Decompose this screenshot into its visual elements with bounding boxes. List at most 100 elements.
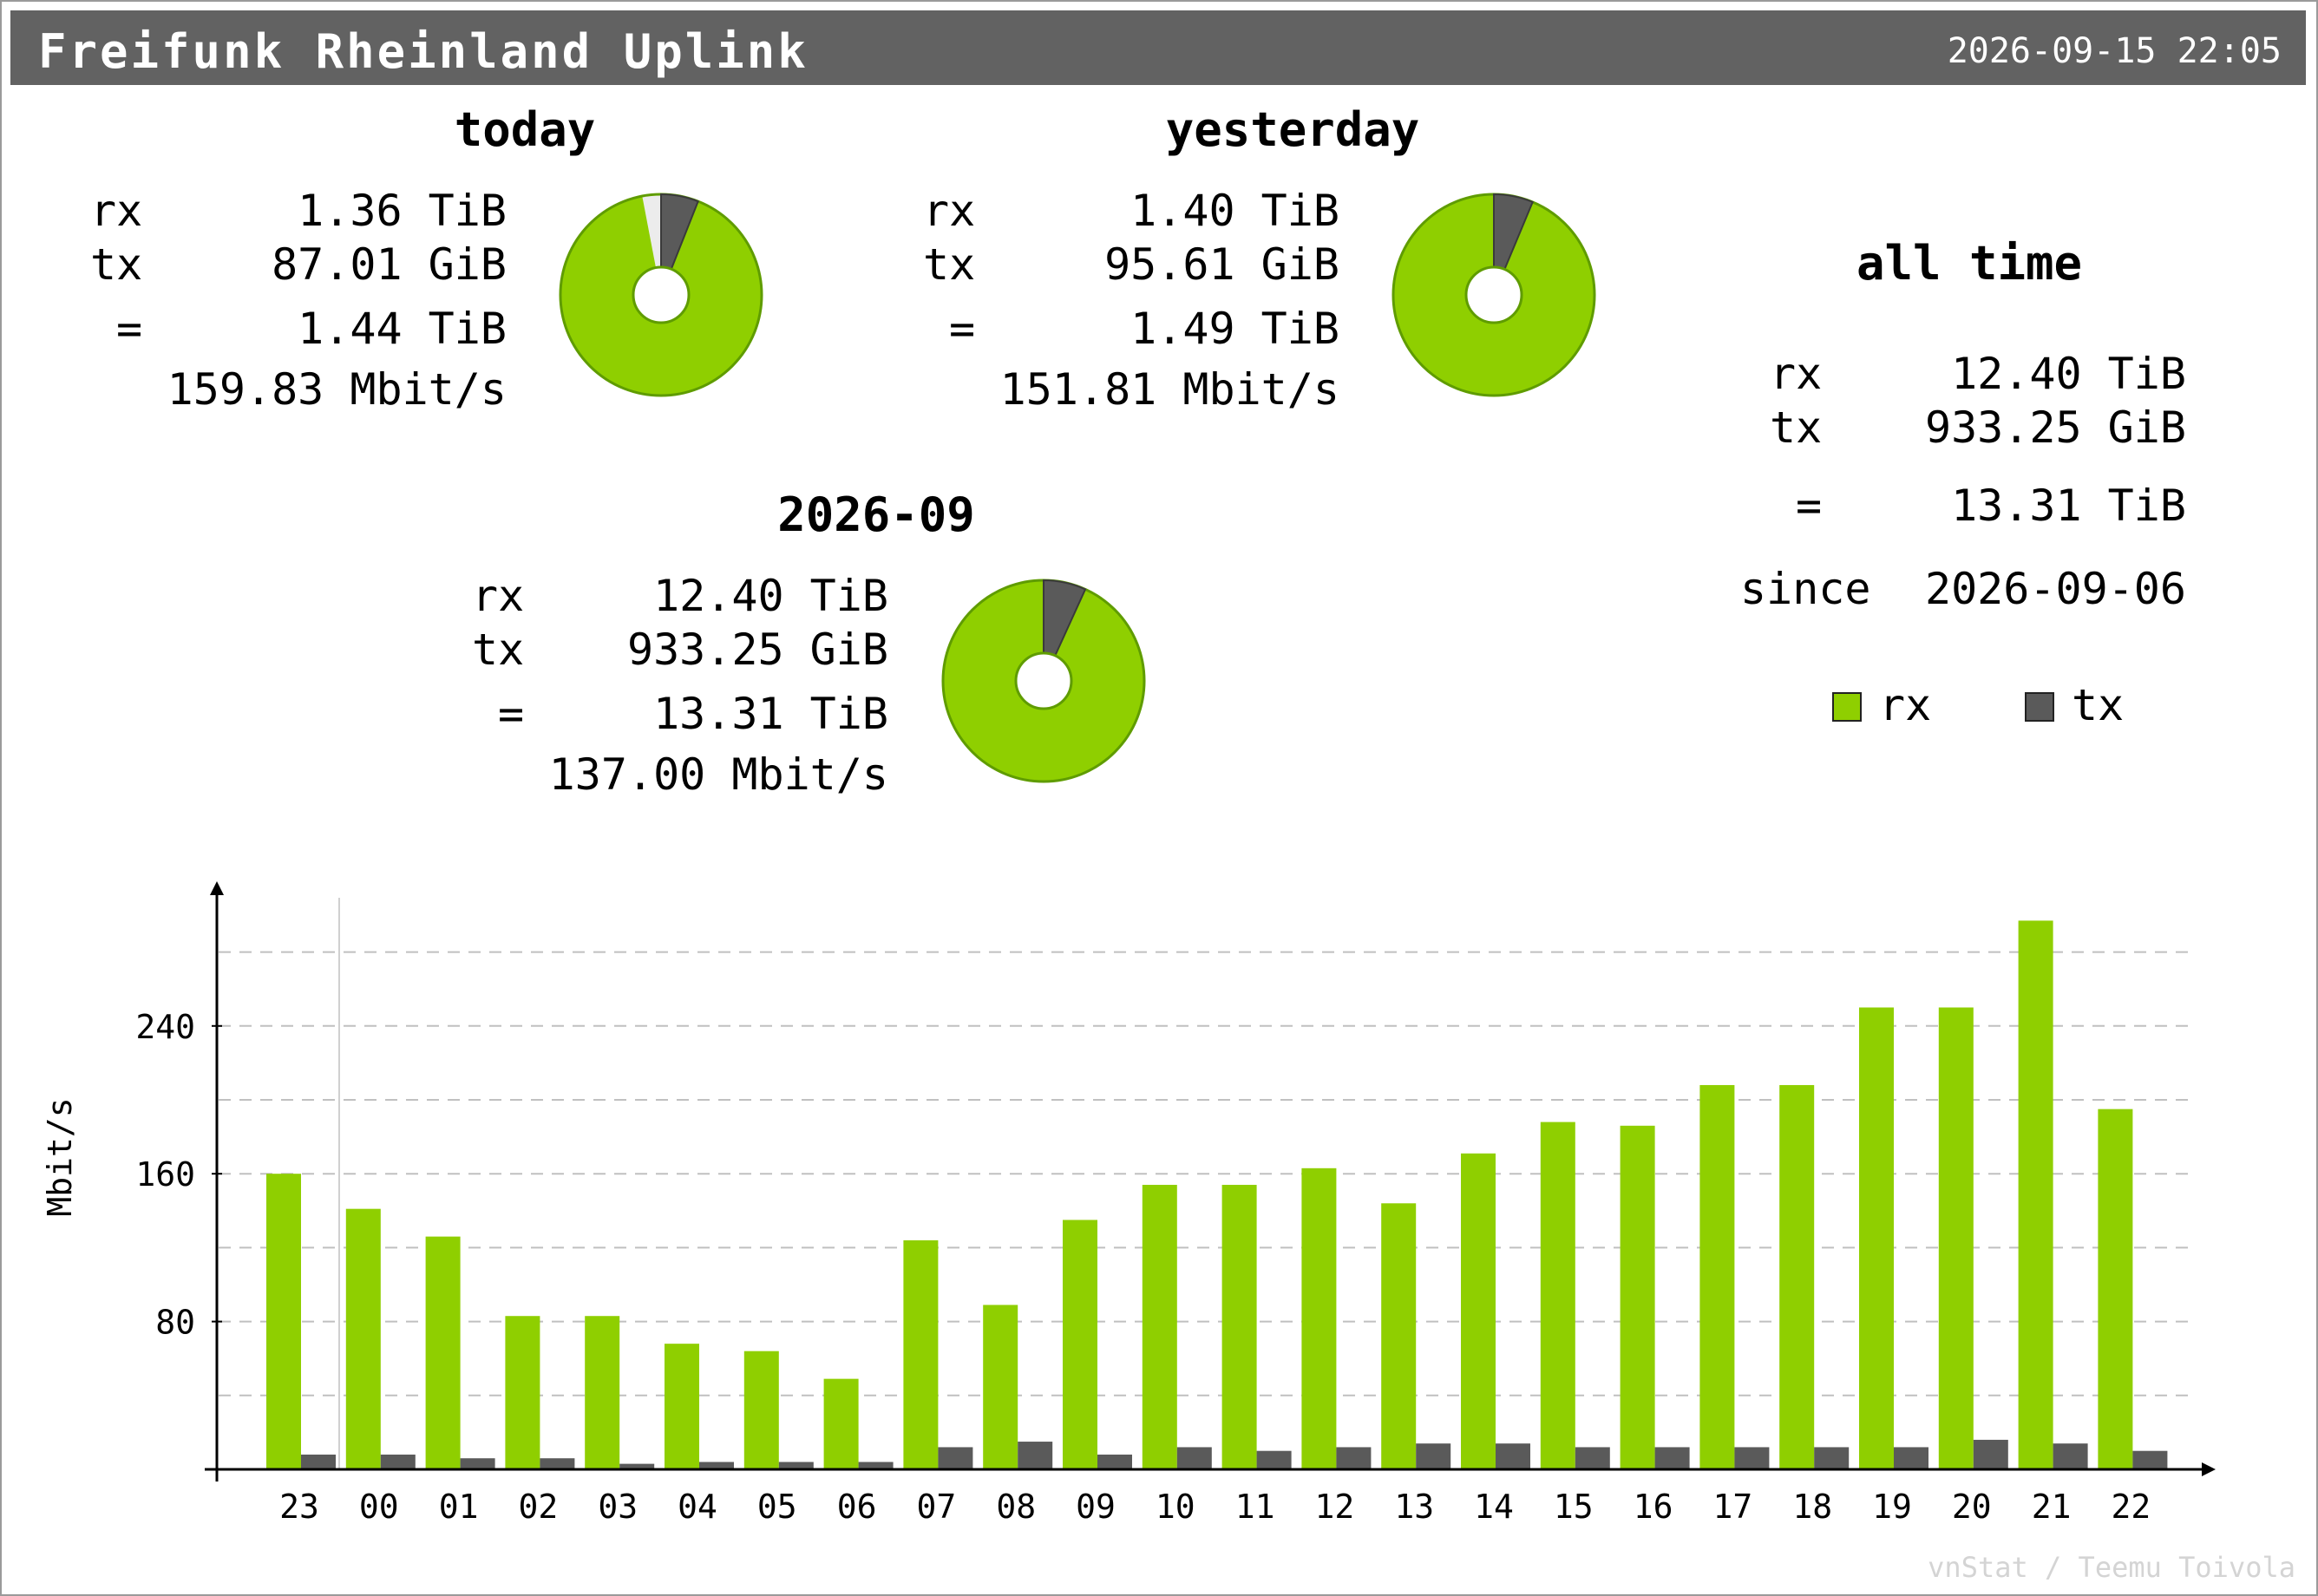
bar-rx bbox=[1859, 1007, 1894, 1469]
x-tick-label: 22 bbox=[2112, 1488, 2151, 1526]
alltime-eq-label: = bbox=[1796, 481, 1823, 531]
bar-rx bbox=[1620, 1125, 1655, 1469]
bar-rx bbox=[1381, 1203, 1417, 1469]
bar-tx bbox=[1814, 1447, 1850, 1469]
bar-tx bbox=[1097, 1454, 1132, 1469]
bar-rx bbox=[345, 1208, 381, 1469]
alltime-total-value: 13.31 TiB bbox=[1951, 481, 2186, 531]
bar-tx bbox=[1654, 1447, 1690, 1469]
today-eq-label: = bbox=[116, 304, 143, 354]
alltime-rx-value: 12.40 TiB bbox=[1951, 349, 2186, 399]
x-tick-label: 06 bbox=[837, 1488, 877, 1526]
x-tick-label: 05 bbox=[757, 1488, 797, 1526]
yesterday-total-value: 1.49 TiB bbox=[1130, 304, 1339, 354]
header-timestamp: 2026-09-15 22:05 bbox=[1947, 31, 2282, 71]
bar-tx bbox=[699, 1462, 734, 1469]
alltime-tx-label: tx bbox=[1770, 402, 1823, 453]
today-total-value: 1.44 TiB bbox=[298, 304, 507, 354]
legend-rx-swatch bbox=[1832, 692, 1862, 722]
bar-rx bbox=[2018, 920, 2053, 1469]
x-tick-label: 03 bbox=[598, 1488, 638, 1526]
x-tick-label: 20 bbox=[1952, 1488, 1992, 1526]
x-tick-label: 13 bbox=[1394, 1488, 1434, 1526]
today-title: today bbox=[454, 102, 596, 157]
bar-rx bbox=[1063, 1220, 1097, 1469]
bar-tx bbox=[1575, 1447, 1610, 1469]
bar-rx bbox=[665, 1344, 699, 1469]
bar-rx bbox=[2098, 1109, 2133, 1469]
bar-tx bbox=[1894, 1447, 1928, 1469]
today-tx-label: tx bbox=[90, 239, 143, 290]
month-total-value: 13.31 TiB bbox=[653, 689, 888, 739]
y-axis-label: Mbit/s bbox=[41, 1097, 79, 1216]
x-tick-label: 10 bbox=[1156, 1488, 1195, 1526]
x-axis-arrow bbox=[2202, 1462, 2216, 1476]
bar-tx bbox=[619, 1463, 655, 1469]
yesterday-pie-hole bbox=[1464, 265, 1523, 324]
y-tick-label: 160 bbox=[135, 1155, 195, 1194]
bar-tx bbox=[460, 1458, 495, 1469]
bar-rx bbox=[1142, 1184, 1177, 1469]
x-tick-label: 07 bbox=[917, 1488, 957, 1526]
bar-tx bbox=[858, 1462, 894, 1469]
month-tx-value: 933.25 GiB bbox=[626, 625, 888, 675]
month-pie-hole bbox=[1014, 651, 1073, 710]
alltime-since-label: since bbox=[1740, 564, 1871, 614]
x-tick-label: 09 bbox=[1076, 1488, 1116, 1526]
legend-tx-swatch bbox=[2025, 692, 2054, 722]
bar-tx bbox=[1416, 1443, 1451, 1469]
y-tick-label: 80 bbox=[155, 1304, 195, 1342]
bar-rx bbox=[1301, 1168, 1337, 1469]
bar-tx bbox=[2132, 1450, 2168, 1469]
footer-credit: vnStat / Teemu Toivola bbox=[1928, 1551, 2295, 1584]
bar-rx bbox=[1461, 1153, 1496, 1469]
x-tick-label: 15 bbox=[1554, 1488, 1594, 1526]
x-tick-label: 04 bbox=[678, 1488, 717, 1526]
bar-tx bbox=[2053, 1443, 2088, 1469]
x-tick-label: 14 bbox=[1474, 1488, 1514, 1526]
yesterday-rx-label: rx bbox=[923, 186, 976, 236]
bar-rx bbox=[1779, 1084, 1815, 1469]
x-tick-label: 02 bbox=[519, 1488, 559, 1526]
bar-rx bbox=[1699, 1084, 1735, 1469]
bar-tx bbox=[1496, 1443, 1530, 1469]
bar-tx bbox=[1973, 1439, 2008, 1469]
yesterday-tx-label: tx bbox=[923, 239, 976, 290]
alltime-tx-value: 933.25 GiB bbox=[1924, 402, 2186, 453]
x-tick-label: 12 bbox=[1315, 1488, 1355, 1526]
y-tick-label: 240 bbox=[135, 1008, 195, 1046]
y-axis-arrow bbox=[210, 881, 224, 895]
alltime-since-value: 2026-09-06 bbox=[1924, 564, 2186, 614]
today-tx-value: 87.01 GiB bbox=[272, 239, 507, 290]
today-rx-value: 1.36 TiB bbox=[298, 186, 507, 236]
bar-tx bbox=[380, 1454, 416, 1469]
x-tick-label: 16 bbox=[1634, 1488, 1673, 1526]
yesterday-eq-label: = bbox=[949, 304, 976, 354]
bar-rx bbox=[823, 1378, 859, 1469]
x-tick-label: 08 bbox=[996, 1488, 1036, 1526]
x-tick-label: 17 bbox=[1713, 1488, 1753, 1526]
today-rate-value: 159.83 Mbit/s bbox=[167, 364, 507, 415]
bar-rx bbox=[983, 1305, 1018, 1469]
bar-tx bbox=[938, 1447, 973, 1469]
alltime-rx-label: rx bbox=[1770, 349, 1823, 399]
x-tick-label: 23 bbox=[279, 1488, 319, 1526]
bar-tx bbox=[1734, 1447, 1770, 1469]
bar-rx bbox=[266, 1174, 301, 1469]
yesterday-tx-value: 95.61 GiB bbox=[1104, 239, 1339, 290]
bar-rx bbox=[903, 1240, 939, 1469]
yesterday-rate-value: 151.81 Mbit/s bbox=[999, 364, 1339, 415]
legend-rx-label: rx bbox=[1879, 680, 1932, 730]
yesterday-rx-value: 1.40 TiB bbox=[1130, 186, 1339, 236]
x-tick-label: 21 bbox=[2032, 1488, 2072, 1526]
x-tick-label: 19 bbox=[1872, 1488, 1912, 1526]
alltime-title: all time bbox=[1856, 236, 2083, 291]
x-tick-label: 18 bbox=[1792, 1488, 1832, 1526]
month-rate-value: 137.00 Mbit/s bbox=[548, 749, 888, 800]
bar-tx bbox=[1336, 1447, 1372, 1469]
x-tick-label: 11 bbox=[1235, 1488, 1275, 1526]
today-rx-label: rx bbox=[90, 186, 143, 236]
bar-tx bbox=[1176, 1447, 1212, 1469]
header-bar: Freifunk Rheinland Uplink 2026-09-15 22:… bbox=[10, 10, 2306, 85]
